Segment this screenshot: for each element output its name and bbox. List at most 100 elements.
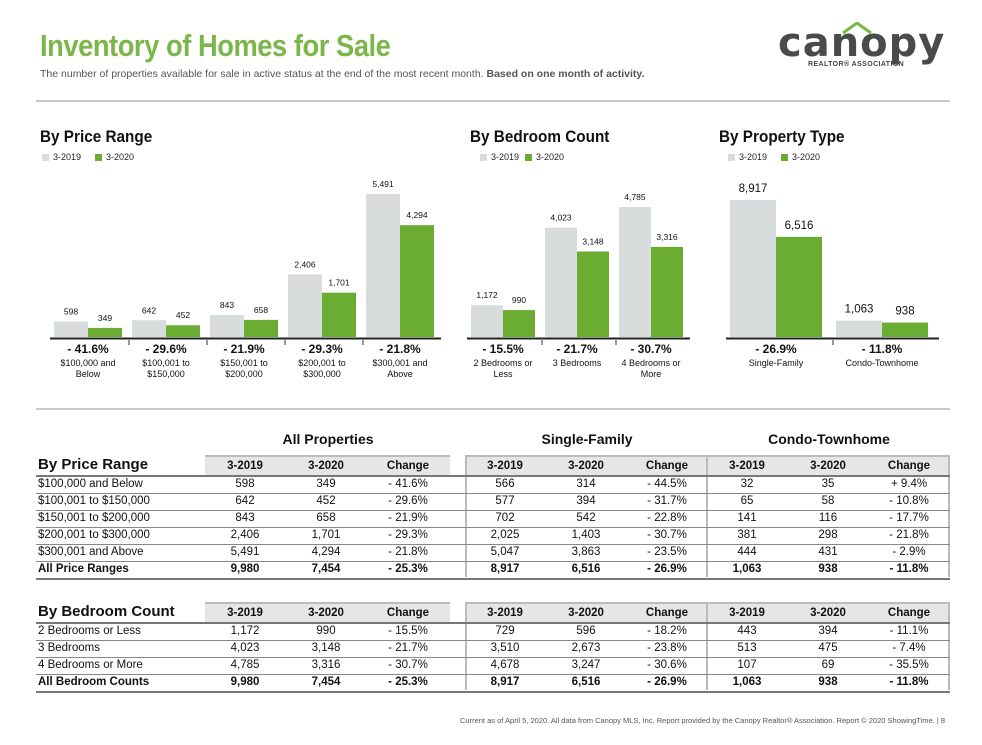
- bar-prior: [545, 227, 577, 337]
- table-cell: 566: [495, 478, 515, 490]
- table-cell: 6,516: [571, 676, 601, 688]
- bar-prior: [288, 274, 322, 337]
- chart-title-property: By Property Type: [719, 127, 845, 146]
- table-cell: - 30.7%: [647, 529, 687, 541]
- legend-label-current: 3-2020: [536, 152, 565, 162]
- table-cell: 349: [316, 478, 336, 490]
- table-group-title: Condo-Townhome: [768, 431, 890, 447]
- table-cell: 4,294: [311, 546, 341, 558]
- change-label: - 11.8%: [862, 342, 903, 356]
- table-row: $100,000 and Below 598 349 - 41.6% 566 314 - 4…: [38, 477, 950, 494]
- column-header-bar-all: 3-2019 3-2020 Change: [205, 455, 450, 475]
- table-row: $150,001 to $200,000 843 658 - 21.9% 702 542 -…: [38, 511, 950, 528]
- row-rule: [36, 561, 950, 562]
- row-label: $100,001 to $150,000: [38, 495, 150, 507]
- bar-value-label: 4,294: [406, 210, 428, 220]
- table-cell: 1,172: [230, 625, 260, 637]
- table-right-border: [948, 455, 950, 577]
- table-cell: 431: [818, 546, 838, 558]
- bar-current: [577, 251, 609, 337]
- table-header-rule: [36, 622, 950, 624]
- bar-value-label: 3,316: [656, 232, 678, 242]
- table-cell: 9,980: [230, 676, 260, 688]
- table-cell: - 21.7%: [388, 642, 428, 654]
- bar-value-label: 658: [254, 305, 268, 315]
- row-label: 4 Bedrooms or More: [38, 659, 143, 671]
- column-header: Change: [887, 460, 931, 472]
- table-cell: 6,516: [571, 563, 601, 575]
- table-cell: 452: [316, 495, 336, 507]
- row-rule: [36, 544, 950, 545]
- column-header: Change: [645, 460, 689, 472]
- table-cell: 4,023: [230, 642, 260, 654]
- legend-bedroom: 3-2019 3-2020: [480, 152, 564, 162]
- legend-swatch-current: [525, 153, 533, 161]
- column-header: 3-2020: [308, 607, 344, 619]
- column-header: 3-2019: [487, 460, 523, 472]
- bar-value-label: 1,701: [328, 278, 350, 288]
- category-label: $200,001 to: [298, 358, 346, 368]
- table-cell: - 30.7%: [388, 659, 428, 671]
- bar-value-label: 2,406: [294, 259, 316, 269]
- table-cell: - 25.3%: [388, 676, 428, 688]
- table-cell: 7,454: [311, 676, 341, 688]
- table-cell: - 25.3%: [388, 563, 428, 575]
- table-cell: 843: [235, 512, 255, 524]
- row-label: 2 Bedrooms or Less: [38, 625, 141, 637]
- table-mid-border: [465, 602, 467, 690]
- table-cell: - 26.9%: [647, 563, 687, 575]
- table-cell: 65: [740, 495, 754, 507]
- table-cell: 1,063: [732, 563, 762, 575]
- table-cell: 116: [818, 512, 838, 524]
- table-cell: - 21.8%: [889, 529, 929, 541]
- header-divider: [36, 100, 950, 102]
- table-cell: 729: [495, 625, 515, 637]
- category-label: $100,000 and: [60, 358, 115, 368]
- table-cell: - 30.6%: [647, 659, 687, 671]
- table-cell: 3,863: [571, 546, 601, 558]
- table-cell: 32: [740, 478, 754, 490]
- roof-icon: [842, 22, 872, 34]
- table-cell: 298: [818, 529, 838, 541]
- table-cell: - 11.1%: [889, 625, 929, 637]
- table-cell: 141: [737, 512, 757, 524]
- category-label: 3 Bedrooms: [553, 358, 602, 368]
- table-condo-border: [706, 602, 708, 690]
- legend-price: 3-2019 3-2020: [42, 152, 134, 162]
- bar-current: [322, 292, 356, 337]
- table-cell: - 31.7%: [647, 495, 687, 507]
- change-label: - 21.8%: [379, 342, 421, 356]
- change-label: - 21.7%: [556, 342, 598, 356]
- table-cell: 938: [818, 563, 838, 575]
- legend-label-prior: 3-2019: [53, 152, 82, 162]
- category-label: 4 Bedrooms or: [621, 358, 680, 368]
- bar-prior: [54, 321, 88, 337]
- table-row: 3 Bedrooms 4,023 3,148 - 21.7% 3,510 2,673 - 2…: [38, 641, 950, 658]
- table-cell: - 23.8%: [647, 642, 687, 654]
- table-cell: 8,917: [490, 676, 520, 688]
- row-label: 3 Bedrooms: [38, 642, 101, 654]
- table-group-title: Single-Family: [541, 431, 633, 447]
- table-cell: - 7.4%: [892, 642, 926, 654]
- logo-subtitle: REALTOR® ASSOCIATION: [808, 61, 905, 68]
- table-mid-border: [465, 455, 467, 577]
- table-cell: 9,980: [230, 563, 260, 575]
- bar-prior: [210, 315, 244, 337]
- table-cell: 69: [821, 659, 835, 671]
- bar-value-label: 598: [64, 306, 78, 316]
- change-label: - 15.5%: [482, 342, 524, 356]
- row-rule: [36, 493, 950, 494]
- bar-prior: [471, 305, 503, 337]
- table-cell: - 2.9%: [892, 546, 926, 558]
- bar-value-label: 4,785: [624, 192, 646, 202]
- table-cell: 513: [737, 642, 757, 654]
- table-cell: 4,678: [490, 659, 520, 671]
- category-label: Less: [493, 369, 513, 379]
- table-cell: + 9.4%: [890, 478, 928, 490]
- bar-value-label: 642: [142, 305, 156, 315]
- legend-swatch-prior: [728, 153, 735, 161]
- column-header: 3-2020: [810, 460, 846, 472]
- table-cell: - 22.8%: [647, 512, 687, 524]
- table-cell: 58: [821, 495, 835, 507]
